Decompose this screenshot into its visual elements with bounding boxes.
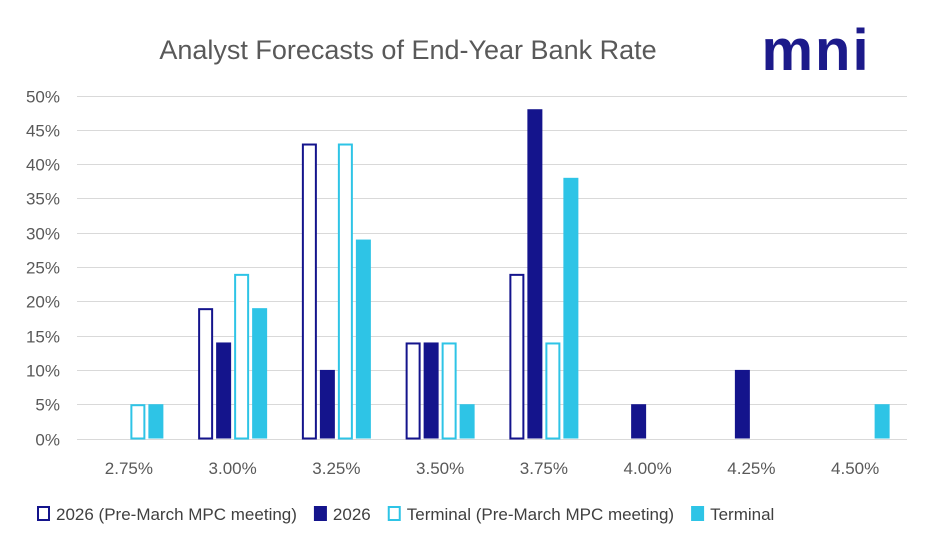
y-tick-label: 15% [26, 328, 60, 347]
x-tick-label: 3.00% [209, 459, 257, 478]
bar [337, 143, 353, 440]
x-tick-label: 3.75% [520, 459, 568, 478]
chart-title: Analyst Forecasts of End-Year Bank Rate [159, 35, 656, 65]
y-tick-label: 40% [26, 156, 60, 175]
mni-logo: mni [761, 18, 870, 83]
legend-swatch [37, 506, 50, 521]
bar [252, 308, 268, 439]
bar [459, 404, 475, 439]
bar [545, 342, 561, 440]
bar [148, 404, 164, 439]
y-tick-label: 50% [26, 88, 60, 107]
bar [130, 404, 146, 440]
x-tick-label: 3.25% [312, 459, 360, 478]
bar [734, 369, 750, 439]
legend-swatch [691, 506, 705, 521]
legend-label: Terminal (Pre-March MPC meeting) [407, 505, 674, 524]
legend-swatch [387, 506, 401, 521]
x-tick-label: 4.50% [831, 459, 879, 478]
bar [355, 239, 371, 439]
y-tick-label: 0% [35, 431, 60, 450]
y-tick-label: 35% [26, 190, 60, 209]
legend-label: 2026 (Pre-March MPC meeting) [56, 505, 297, 524]
x-tick-label: 4.00% [624, 459, 672, 478]
bar [527, 109, 543, 439]
y-axis-ticks: 0% 5% 10% 15% 20% 25% 30% 35% 40% 45% 50% [26, 88, 60, 450]
x-tick-label: 4.25% [727, 459, 775, 478]
bar [405, 342, 421, 440]
y-tick-label: 10% [26, 362, 60, 381]
y-tick-label: 30% [26, 225, 60, 244]
x-tick-label: 3.50% [416, 459, 464, 478]
legend-label: 2026 [333, 505, 371, 524]
legend-label: Terminal [710, 505, 774, 524]
bar [563, 177, 579, 439]
bar [441, 342, 457, 440]
x-tick-label: 2.75% [105, 459, 153, 478]
bar [301, 143, 317, 440]
bar [509, 273, 525, 440]
y-tick-label: 20% [26, 293, 60, 312]
bar [234, 273, 250, 440]
bar [423, 342, 439, 439]
bar [198, 308, 214, 440]
bar [216, 342, 232, 439]
bar [319, 369, 335, 439]
y-tick-label: 5% [35, 396, 60, 415]
legend-swatch [313, 506, 327, 521]
bar [874, 404, 890, 439]
legend: 2026 (Pre-March MPC meeting) 2026 Terminal… [37, 505, 774, 524]
x-axis-ticks: 2.75% 3.00% 3.25% 3.50% 3.75% 4.00% 4.25% 4.50% [105, 459, 879, 478]
bars [130, 109, 890, 440]
grid-lines [77, 96, 907, 440]
bar [631, 404, 647, 439]
y-tick-label: 25% [26, 259, 60, 278]
y-tick-label: 45% [26, 122, 60, 141]
